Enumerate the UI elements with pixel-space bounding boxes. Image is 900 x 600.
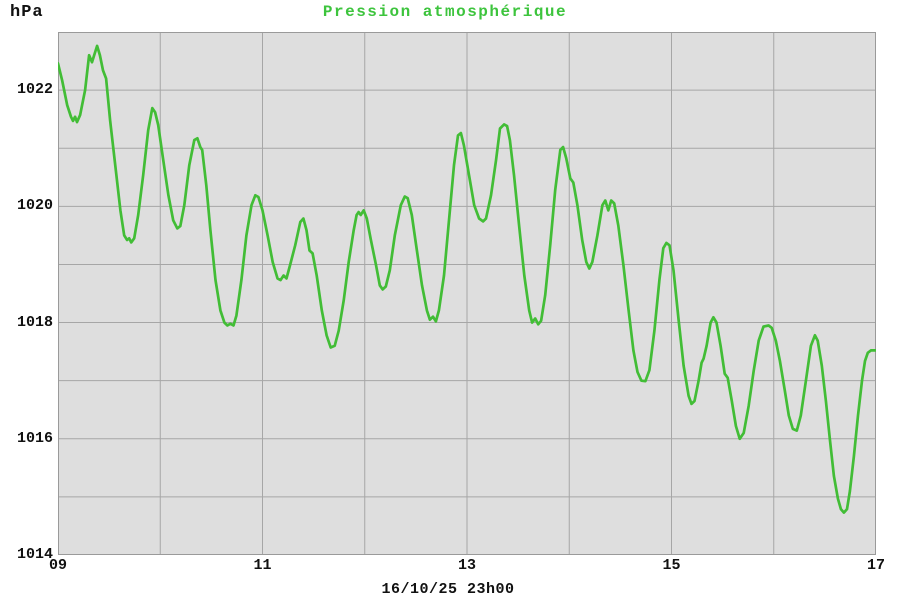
y-tick-label: 1018 xyxy=(16,313,53,331)
x-tick-label: 13 xyxy=(457,557,476,574)
pressure-line xyxy=(58,44,876,514)
plot-area xyxy=(58,32,876,555)
y-tick-label: 1016 xyxy=(16,429,53,447)
chart-title: Pression atmosphérique xyxy=(322,3,568,21)
y-tick-label: 1020 xyxy=(16,197,53,215)
y-tick-label: 1022 xyxy=(16,81,53,99)
x-tick-label: 15 xyxy=(662,557,681,574)
x-tick-label: 11 xyxy=(253,557,272,574)
x-axis-date-label: 16/10/25 23h00 xyxy=(381,581,515,598)
y-axis-unit-label: hPa xyxy=(10,3,44,22)
plot-border xyxy=(58,32,876,555)
x-tick-label: 09 xyxy=(48,557,67,574)
y-tick-label: 1014 xyxy=(16,546,53,563)
x-tick-label: 17 xyxy=(866,557,885,574)
